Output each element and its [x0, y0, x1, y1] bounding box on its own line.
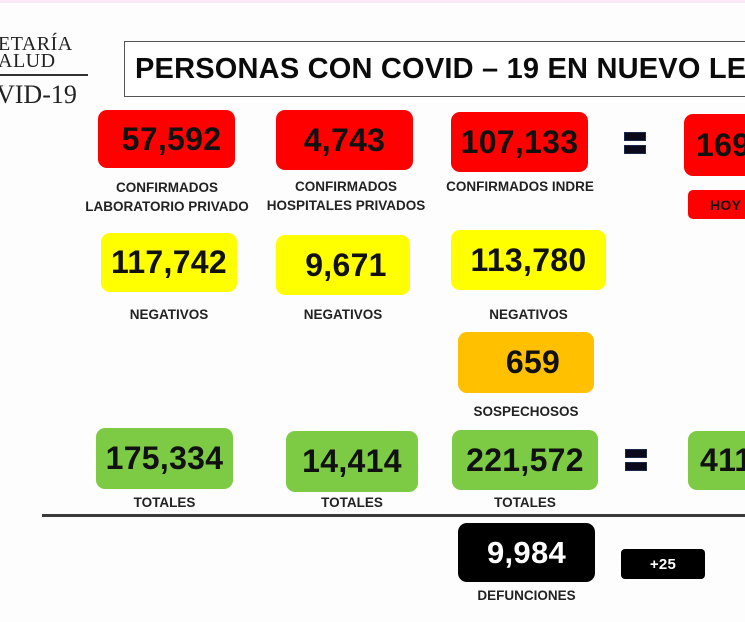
- title-box: PERSONAS CON COVID – 19 EN NUEVO LEÓN: [124, 41, 745, 97]
- confirmed-indre-label: CONFIRMADOS INDRE: [446, 179, 594, 194]
- grand-total-value: 411: [688, 431, 745, 490]
- logo-covid-text: VID-19: [0, 80, 77, 109]
- confirmed-private-hospitals-value: 4,743: [276, 110, 413, 170]
- confirmed-private-hospitals-label: CONFIRMADOS HOSPITALES PRIVADOS: [262, 177, 430, 215]
- totals-private-lab-label: TOTALES: [133, 495, 196, 510]
- deaths-value: 9,984: [458, 523, 595, 582]
- totals-indre-value: 221,572: [452, 430, 598, 490]
- negatives-private-hospitals-value: 9,671: [276, 235, 410, 295]
- logo-salud-text: ALUD: [0, 50, 56, 72]
- confirmed-private-lab-label: CONFIRMADOS LABORATORIO PRIVADO: [78, 178, 256, 216]
- totals-indre-label: TOTALES: [494, 495, 556, 510]
- totals-private-hospitals-value: 14,414: [286, 431, 418, 492]
- suspected-value: 659: [458, 332, 594, 393]
- deaths-change-badge: +25: [621, 549, 705, 579]
- label-line: HOSPITALES PRIVADOS: [266, 198, 426, 213]
- totals-private-lab-value: 175,334: [96, 428, 233, 489]
- page-title: PERSONAS CON COVID – 19 EN NUEVO LEÓN: [135, 52, 745, 85]
- label-line: CONFIRMADOS: [116, 180, 218, 195]
- label-line: CONFIRMADOS: [295, 179, 397, 194]
- logo-secretaria-text: ETARÍA: [0, 33, 73, 55]
- negatives-indre-value: 113,780: [451, 230, 606, 290]
- negatives-private-lab-value: 117,742: [101, 233, 237, 292]
- negatives-indre-label: NEGATIVOS: [489, 307, 568, 322]
- deaths-label: DEFUNCIONES: [477, 588, 576, 603]
- totals-private-hospitals-label: TOTALES: [321, 495, 383, 510]
- confirmed-today-badge: HOY: [688, 190, 745, 219]
- confirmed-total-value: 169: [684, 114, 745, 176]
- label-line: LABORATORIO PRIVADO: [85, 199, 249, 214]
- equals-icon: [625, 449, 647, 471]
- suspected-label: SOSPECHOSOS: [473, 404, 579, 419]
- section-divider: [42, 514, 745, 517]
- confirmed-indre-value: 107,133: [451, 112, 588, 172]
- equals-icon: [624, 132, 646, 154]
- confirmed-private-lab-value: 57,592: [98, 110, 235, 168]
- negatives-private-lab-label: NEGATIVOS: [129, 307, 209, 322]
- logo-divider: [0, 74, 88, 76]
- top-strip: [0, 0, 745, 3]
- negatives-private-hospitals-label: NEGATIVOS: [303, 307, 383, 322]
